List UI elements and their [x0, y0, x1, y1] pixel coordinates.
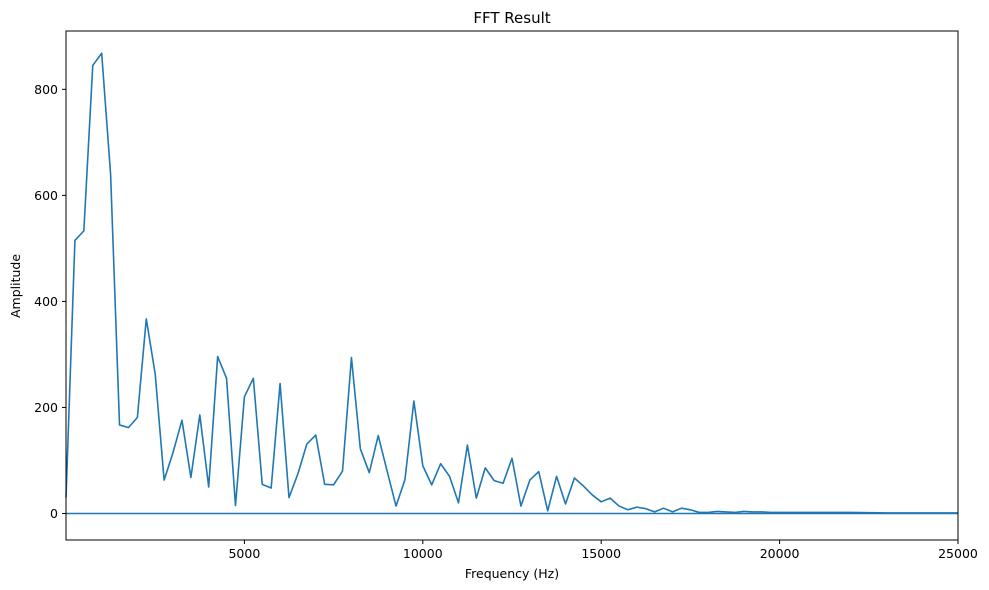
y-tick-label: 200 — [34, 400, 58, 415]
y-axis-label: Amplitude — [8, 254, 23, 318]
series-line-fft — [65, 52, 958, 514]
x-tick-label: 20000 — [760, 546, 800, 561]
x-tick-label: 5000 — [228, 546, 260, 561]
chart-title: FFT Result — [473, 9, 550, 27]
x-tick-label: 10000 — [403, 546, 443, 561]
plot-frame — [65, 30, 959, 541]
y-tick-label: 600 — [34, 188, 58, 203]
x-tick-label: 25000 — [938, 546, 978, 561]
y-tick-label: 800 — [34, 82, 58, 97]
x-tick-label: 15000 — [581, 546, 621, 561]
x-axis-ticks: 5000 10000 15000 20000 25000 — [228, 540, 978, 561]
x-axis-label: Frequency (Hz) — [465, 566, 559, 581]
y-axis-ticks: 0 200 400 600 800 — [34, 82, 66, 521]
y-tick-label: 400 — [34, 294, 58, 309]
plot-lines — [65, 52, 958, 515]
y-tick-label: 0 — [50, 506, 58, 521]
